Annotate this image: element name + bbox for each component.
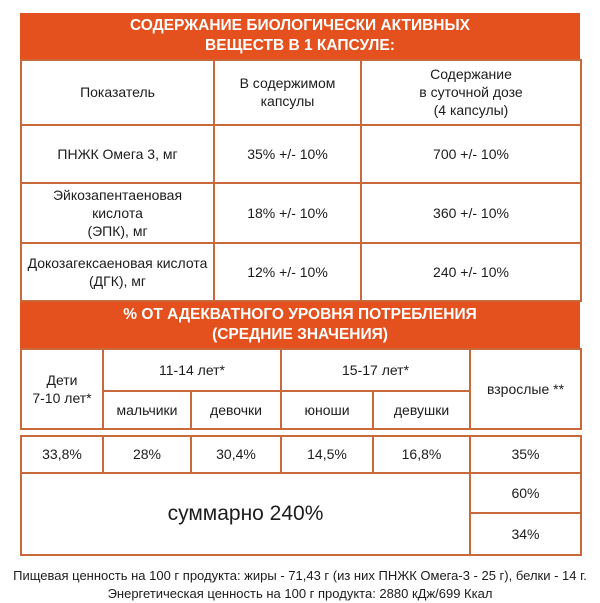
cell-epa-name: Эйкозапентаеновая кислота (ЭПК), мг: [20, 181, 215, 245]
table-row-dha: Докозагексаеновая кислота (ДГК), мг 12% …: [20, 242, 582, 303]
cell-omega3-per-capsule: 35% +/- 10%: [213, 123, 362, 184]
table-row-epa: Эйкозапентаеновая кислота (ЭПК), мг 18% …: [20, 181, 582, 245]
cell-dha-name: Докозагексаеновая кислота (ДГК), мг: [20, 242, 215, 303]
capsule-contents-table: Показатель В содержимом капсулы Содержан…: [20, 58, 582, 303]
age-groups-row: Дети 7-10 лет* 11-14 лет* 15-17 лет* взр…: [20, 347, 583, 430]
cell-omega3-name: ПНЖК Омега 3, мг: [20, 123, 215, 184]
col-header-per-capsule: В содержимом капсулы: [213, 58, 362, 126]
adequate-intake-values-table: 33,8% 28% 30,4% 14,5% 16,8% 35% суммарно…: [20, 434, 582, 556]
table-row-omega3: ПНЖК Омега 3, мг 35% +/- 10% 700 +/- 10%: [20, 123, 582, 184]
value-children-7-10: 33,8%: [20, 434, 104, 474]
col-header-per-daily-dose: Содержание в суточной дозе (4 капсулы): [360, 58, 582, 126]
cell-epa-per-capsule: 18% +/- 10%: [213, 181, 362, 245]
percent-values-row: 33,8% 28% 30,4% 14,5% 16,8% 35%: [20, 434, 582, 474]
subgroup-young-women: девушки: [372, 389, 472, 430]
value-young-women: 16,8%: [372, 434, 471, 474]
adequate-intake-header-table: Дети 7-10 лет* 11-14 лет* 15-17 лет* взр…: [20, 347, 583, 430]
group-11-14: 11-14 лет*: [101, 347, 283, 392]
value-girls: 30,4%: [190, 434, 282, 474]
group-adults: взрослые **: [469, 347, 583, 430]
section1-banner-title: СОДЕРЖАНИЕ БИОЛОГИЧЕСКИ АКТИВНЫХ ВЕЩЕСТВ…: [20, 13, 580, 59]
total-summary-cell: суммарно 240%: [20, 471, 471, 556]
subgroup-young-men: юноши: [280, 389, 375, 430]
value-adults: 35%: [469, 434, 582, 474]
value-adults-extra-60: 60%: [469, 471, 582, 514]
value-young-men: 14,5%: [280, 434, 374, 474]
cell-omega3-per-daily-dose: 700 +/- 10%: [360, 123, 582, 184]
cell-dha-per-capsule: 12% +/- 10%: [213, 242, 362, 303]
value-adults-extra-34: 34%: [469, 511, 582, 556]
total-row-1: суммарно 240% 60%: [20, 471, 582, 556]
section2-banner-title: % ОТ АДЕКВАТНОГО УРОВНЯ ПОТРЕБЛЕНИЯ (СРЕ…: [20, 302, 580, 348]
subgroups-row: мальчики девочки юноши девушки: [21, 389, 581, 430]
value-boys: 28%: [102, 434, 192, 474]
footnotes: Пищевая ценность на 100 г продукта: жиры…: [0, 567, 600, 603]
table-header-row: Показатель В содержимом капсулы Содержан…: [20, 58, 582, 126]
total-row-2: 34%: [21, 511, 582, 556]
subgroup-boys: мальчики: [102, 389, 192, 430]
subgroup-girls: девочки: [189, 389, 283, 430]
energy-value-line: Энергетическая ценность на 100 г продукт…: [107, 586, 493, 602]
group-15-17: 15-17 лет*: [280, 347, 472, 392]
group-children-7-10: Дети 7-10 лет*: [20, 347, 104, 430]
cell-dha-per-daily-dose: 240 +/- 10%: [360, 242, 582, 303]
nutrition-value-line: Пищевая ценность на 100 г продукта: жиры…: [13, 567, 587, 583]
col-header-indicator: Показатель: [20, 58, 215, 126]
cell-epa-per-daily-dose: 360 +/- 10%: [360, 181, 582, 245]
